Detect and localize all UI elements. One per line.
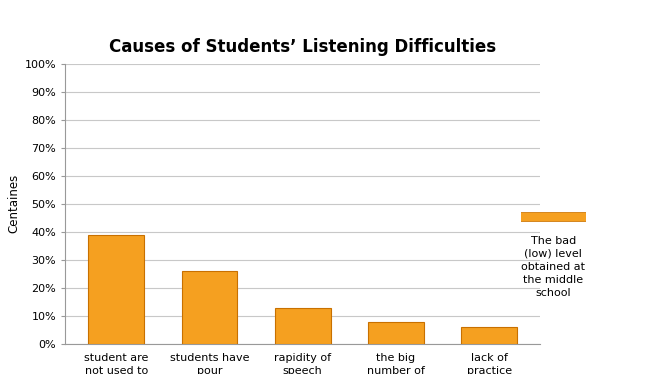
Bar <box>461 327 517 344</box>
Bar <box>368 322 424 344</box>
Y-axis label: Centaines: Centaines <box>7 174 20 233</box>
Bar <box>89 235 145 344</box>
Bar <box>182 271 238 344</box>
Bar <box>275 307 331 344</box>
Text: The bad
(low) level
obtained at
the middle
school: The bad (low) level obtained at the midd… <box>521 236 585 298</box>
Title: Causes of Students’ Listening Difficulties: Causes of Students’ Listening Difficulti… <box>109 39 496 56</box>
